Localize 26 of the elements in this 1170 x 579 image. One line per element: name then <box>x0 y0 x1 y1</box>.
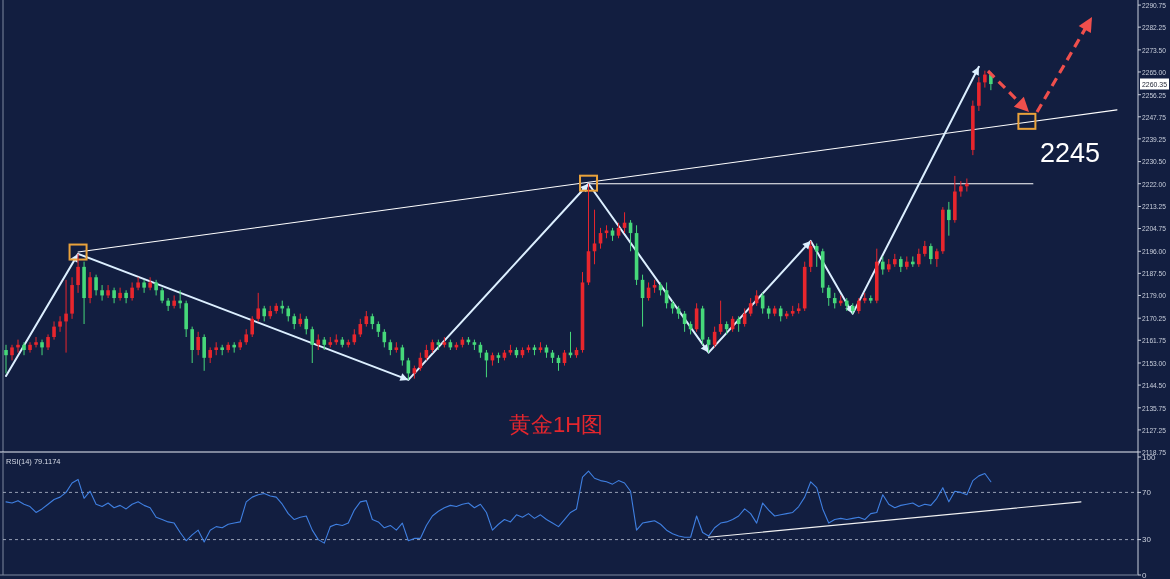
y-tick-label: 2213.25 <box>1142 202 1170 212</box>
y-tick-label: 2222.00 <box>1142 179 1170 189</box>
y-tick-label: 2290.75 <box>1142 0 1170 10</box>
y-tick-label: 2127.25 <box>1142 425 1170 435</box>
y-tick-label: 70 <box>1142 488 1152 498</box>
y-tick-label: 2161.75 <box>1142 336 1170 346</box>
y-tick-label: 0 <box>1142 570 1147 579</box>
y-tick-label: 2170.25 <box>1142 313 1170 323</box>
y-tick-label: 30 <box>1142 535 1152 545</box>
y-tick-label: 2187.50 <box>1142 269 1170 279</box>
y-tick-label: 2247.75 <box>1142 112 1170 122</box>
annotation: 2245 <box>1039 138 1101 168</box>
y-tick-label: 2196.00 <box>1142 247 1170 257</box>
y-tick-label: 2144.50 <box>1142 380 1170 390</box>
y-tick-label: 2179.00 <box>1142 291 1170 301</box>
text: 2260.35 <box>1142 79 1170 89</box>
y-tick-label: 2153.00 <box>1142 358 1170 368</box>
text: 黄金1H图 <box>508 412 604 437</box>
y-tick-label: 2230.50 <box>1142 157 1170 167</box>
y-tick-label: 2204.75 <box>1142 224 1170 234</box>
y-tick-label: 2273.50 <box>1142 45 1170 55</box>
y-tick-label: 2282.25 <box>1142 22 1170 32</box>
y-tick-label: 2239.25 <box>1142 134 1170 144</box>
y-tick-label: 2265.00 <box>1142 67 1170 77</box>
y-tick-label: 2135.75 <box>1142 403 1170 413</box>
y-tick-label: 2256.25 <box>1142 90 1170 100</box>
